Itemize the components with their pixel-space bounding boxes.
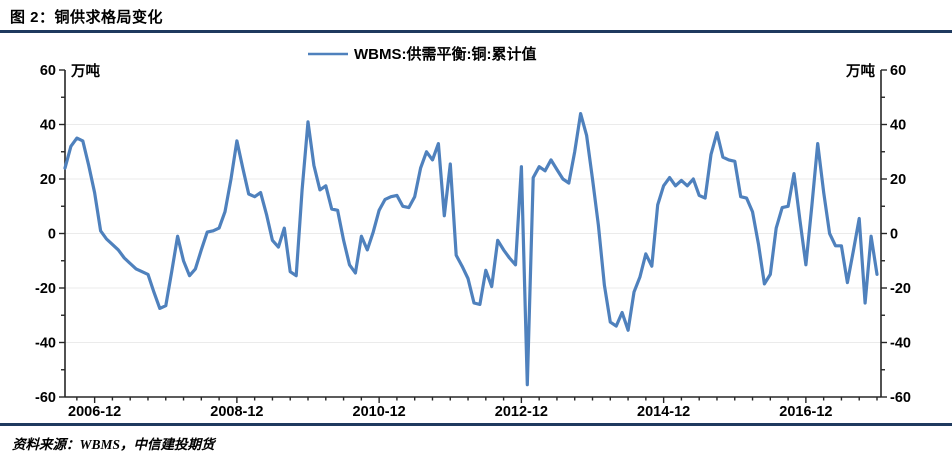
y-tick-label-left: 0: [48, 227, 56, 243]
y-tick-label-left: -20: [35, 281, 56, 297]
figure-title: 图 2：铜供求格局变化: [10, 9, 164, 26]
y-tick-label-right: -60: [890, 390, 911, 406]
bottom-rule: [0, 423, 952, 426]
series-line: [63, 111, 879, 387]
y-tick-label-right: 40: [890, 118, 906, 134]
x-tick-label: 2012-12: [495, 404, 548, 420]
figure-footer: 资料来源：WBMS，中信建投期货: [0, 426, 952, 454]
y-tick-label-right: -20: [890, 281, 911, 297]
y-tick-label-left: 60: [40, 63, 56, 79]
unit-label-left: 万吨: [70, 62, 100, 80]
x-tick-label: 2014-12: [637, 404, 690, 420]
line-chart: -60 -60 -40 -40 -20 -20 0 0 20 20 40 40 60 60 2006-12 2…: [35, 45, 911, 420]
y-tick-label-left: -60: [35, 390, 56, 406]
x-tick-label: 2008-12: [210, 404, 263, 420]
y-tick-label-left: -40: [35, 336, 56, 352]
legend-label: WBMS:供需平衡:铜:累计值: [354, 45, 536, 63]
x-tick-label: 2006-12: [68, 404, 121, 420]
x-tick-label: 2016-12: [779, 404, 832, 420]
y-tick-label-right: 60: [890, 63, 906, 79]
y-tick-label-right: 0: [890, 227, 898, 243]
chart-area: -60 -60 -40 -40 -20 -20 0 0 20 20 40 40 60 60 2006-12 2…: [0, 33, 952, 423]
y-tick-label-right: 20: [890, 172, 906, 188]
y-tick-label-left: 20: [40, 172, 56, 188]
figure-header: 图 2：铜供求格局变化: [0, 0, 952, 30]
source-note: 资料来源：WBMS，中信建投期货: [12, 437, 215, 452]
y-tick-label-right: -40: [890, 336, 911, 352]
y-tick-label-left: 40: [40, 118, 56, 134]
x-tick-label: 2010-12: [353, 404, 406, 420]
unit-label-right: 万吨: [845, 62, 875, 80]
top-rule: [0, 30, 952, 33]
